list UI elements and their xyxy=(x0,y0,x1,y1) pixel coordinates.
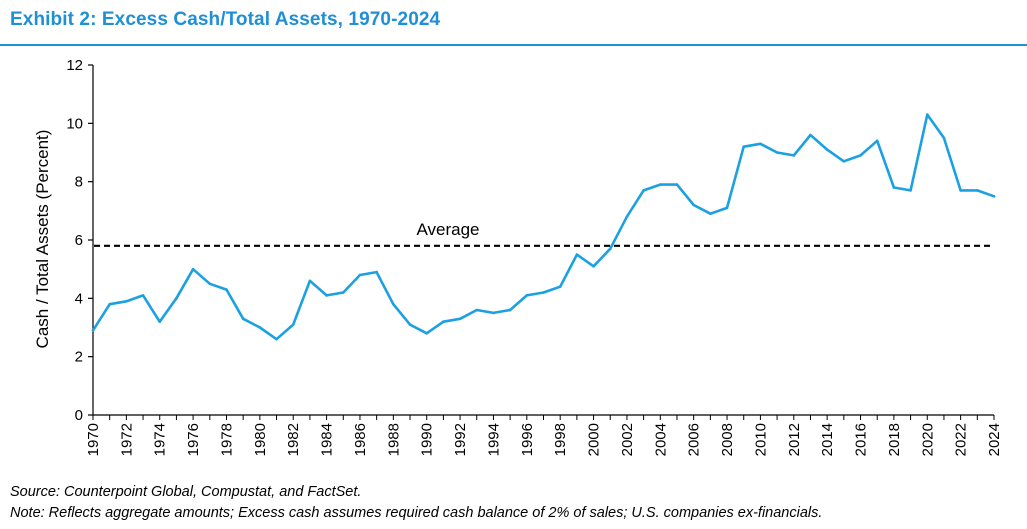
chart-title: Exhibit 2: Excess Cash/Total Assets, 197… xyxy=(10,9,441,30)
x-tick-label: 2006 xyxy=(686,423,703,456)
data-point xyxy=(992,194,996,198)
y-tick-label: 12 xyxy=(66,57,83,74)
data-point xyxy=(358,273,362,277)
data-point xyxy=(775,151,779,154)
data-point xyxy=(608,247,612,251)
data-point xyxy=(492,311,495,315)
series-line xyxy=(91,113,996,341)
x-tick-label: 1988 xyxy=(385,423,402,456)
source-footnote: Source: Counterpoint Global, Compustat, … xyxy=(10,484,362,500)
data-point xyxy=(909,189,912,192)
data-point xyxy=(141,294,145,297)
data-point xyxy=(976,189,979,192)
x-tick-label: 1990 xyxy=(419,423,436,456)
data-point xyxy=(258,326,262,329)
x-tick-label: 2018 xyxy=(886,423,903,456)
data-point xyxy=(508,308,512,312)
x-tick-label: 2020 xyxy=(919,423,936,456)
data-point xyxy=(125,299,128,303)
data-point xyxy=(341,291,345,294)
data-point xyxy=(542,291,545,294)
data-point xyxy=(91,329,95,332)
data-point xyxy=(875,139,879,143)
data-point xyxy=(925,113,929,116)
x-tick-label: 1986 xyxy=(352,423,369,456)
x-tick-label: 1970 xyxy=(85,423,102,456)
x-tick-label: 2012 xyxy=(786,423,803,456)
data-point xyxy=(809,133,812,137)
data-point xyxy=(208,282,212,286)
data-point xyxy=(375,270,378,274)
data-point xyxy=(392,302,395,306)
data-point xyxy=(825,148,829,151)
x-tick-label: 2008 xyxy=(719,423,736,456)
data-point xyxy=(191,267,195,271)
data-point xyxy=(425,332,429,335)
x-tick-label: 2000 xyxy=(586,423,603,456)
data-point xyxy=(625,215,629,218)
average-label: Average xyxy=(416,220,479,239)
data-point xyxy=(108,302,111,306)
data-point xyxy=(759,142,762,146)
data-point xyxy=(675,183,679,186)
x-tick-label: 1974 xyxy=(152,423,169,456)
y-tick-label: 10 xyxy=(66,115,83,132)
data-point xyxy=(275,337,278,341)
y-tick-label: 4 xyxy=(75,290,83,307)
data-point xyxy=(592,264,595,268)
data-point xyxy=(241,317,245,321)
data-point xyxy=(291,323,295,326)
x-tick-label: 2024 xyxy=(986,423,1003,456)
data-point xyxy=(575,253,579,256)
y-tick-label: 2 xyxy=(75,349,83,366)
y-tick-label: 6 xyxy=(75,232,83,249)
data-point xyxy=(525,294,529,297)
data-point xyxy=(325,294,328,297)
data-point xyxy=(692,203,695,207)
x-tick-label: 2010 xyxy=(752,423,769,456)
data-point xyxy=(959,189,962,192)
x-tick-label: 1976 xyxy=(185,423,202,456)
data-point xyxy=(842,159,846,163)
x-tick-label: 1998 xyxy=(552,423,569,456)
x-tick-label: 2022 xyxy=(953,423,970,456)
data-point xyxy=(558,285,562,288)
x-tick-label: 1984 xyxy=(319,423,336,456)
data-point xyxy=(175,297,178,300)
data-point xyxy=(859,154,862,157)
x-tick-label: 1982 xyxy=(285,423,302,456)
data-point xyxy=(442,320,445,323)
data-point xyxy=(308,279,312,283)
data-point xyxy=(225,288,228,291)
data-point xyxy=(892,186,896,189)
data-point xyxy=(458,317,462,321)
y-tick-label: 0 xyxy=(75,407,83,424)
x-tick-label: 2004 xyxy=(652,423,669,456)
note-footnote: Note: Reflects aggregate amounts; Excess… xyxy=(10,505,823,521)
y-tick-label: 8 xyxy=(75,174,83,191)
data-point xyxy=(642,189,645,192)
x-tick-label: 1978 xyxy=(218,423,235,456)
data-point xyxy=(408,323,412,326)
x-tick-label: 2002 xyxy=(619,423,636,456)
line-chart: Cash / Total Assets (Percent) 0 2 4 6 8 10 12 1… xyxy=(33,57,1003,456)
data-point xyxy=(742,145,746,148)
x-tick-label: 1994 xyxy=(485,423,502,456)
data-point xyxy=(475,308,479,312)
data-point xyxy=(792,154,796,157)
data-point xyxy=(158,320,162,323)
x-tick-label: 1980 xyxy=(252,423,269,456)
x-tick-label: 2016 xyxy=(853,423,870,456)
y-axis-label: Cash / Total Assets (Percent) xyxy=(33,130,52,349)
x-tick-label: 1996 xyxy=(519,423,536,456)
data-point xyxy=(942,136,946,140)
x-tick-label: 1992 xyxy=(452,423,469,456)
data-point xyxy=(658,183,662,186)
data-point xyxy=(725,206,729,210)
x-tick-label: 2014 xyxy=(819,423,836,456)
data-point xyxy=(709,212,712,216)
x-tick-label: 1972 xyxy=(118,423,135,456)
title-rule xyxy=(0,44,1027,46)
